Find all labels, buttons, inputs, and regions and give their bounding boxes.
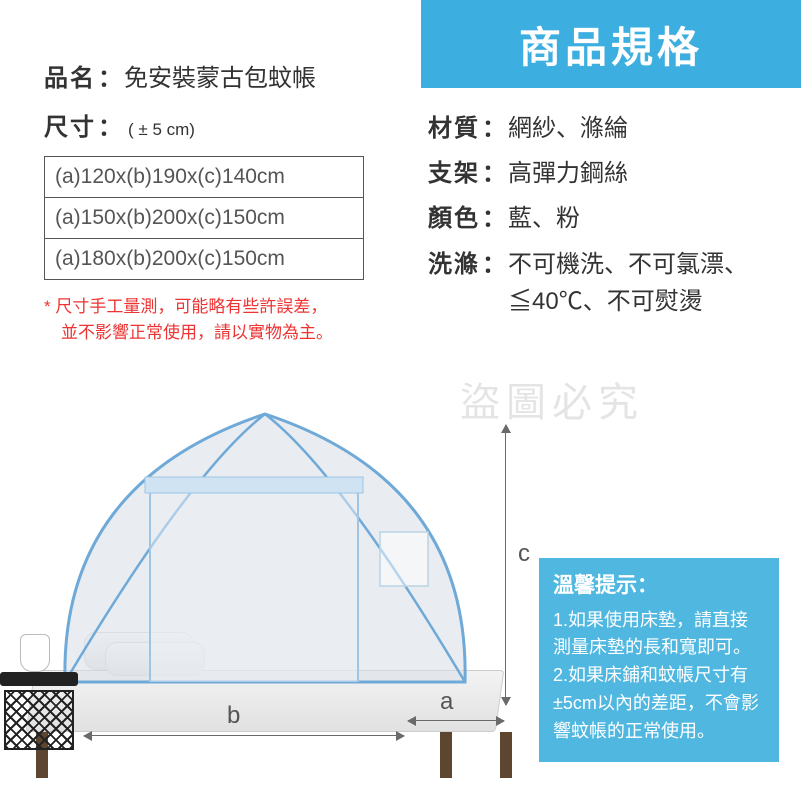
colon: ： [98, 107, 122, 142]
colon: ： [482, 200, 506, 237]
mosquito-net-dome [50, 402, 480, 692]
frame-line: 支架 ： 高彈力鋼絲 [428, 155, 768, 192]
wash-value: 不可機洗、不可氯漂、≦40℃、不可熨燙 [508, 246, 768, 320]
colon: ： [482, 246, 506, 283]
dimension-label-b: b [227, 702, 240, 730]
colon: ： [482, 155, 506, 192]
color-label: 顏色 [428, 200, 480, 237]
size-line: 尺寸 ： ( ± 5 cm) [44, 107, 384, 142]
dimension-line-b [84, 735, 404, 736]
dimension-label-c: c [518, 540, 530, 568]
size-label: 尺寸 [44, 107, 96, 142]
size-tolerance: ( ± 5 cm) [128, 120, 195, 140]
tip-title: 溫馨提示： [553, 570, 765, 603]
header-band: 商品規格 [421, 0, 801, 88]
header-title: 商品規格 [519, 14, 703, 75]
size-note: * 尺寸手工量測，可能略有些許誤差， 並不影響正常使用，請以實物為主。 [44, 294, 384, 345]
material-value: 網紗、滌綸 [508, 110, 768, 147]
table-row: (a)150x(b)200x(c)150cm [45, 198, 364, 239]
wash-label: 洗滌 [428, 246, 480, 283]
frame-label: 支架 [428, 155, 480, 192]
dimension-label-a: a [440, 688, 453, 716]
product-name-line: 品名 ： 免安裝蒙古包蚊帳 [44, 58, 384, 93]
size-table: (a)120x(b)190x(c)140cm (a)150x(b)200x(c)… [44, 156, 364, 280]
bed-leg [440, 732, 452, 778]
frame-value: 高彈力鋼絲 [508, 155, 768, 192]
side-table [0, 672, 78, 760]
vase [20, 634, 50, 672]
tip-box: 溫馨提示： 1.如果使用床墊，請直接測量床墊的長和寬即可。 2.如果床鋪和蚊帳尺… [539, 558, 779, 762]
tip-line-2: 2.如果床鋪和蚊帳尺寸有±5cm以內的差距，不會影響蚊帳的正常使用。 [553, 662, 765, 746]
right-column: 材質 ： 網紗、滌綸 支架 ： 高彈力鋼絲 顏色 ： 藍、粉 洗滌 ： 不可機洗… [428, 110, 768, 328]
material-line: 材質 ： 網紗、滌綸 [428, 110, 768, 147]
material-label: 材質 [428, 110, 480, 147]
table-row: (a)180x(b)200x(c)150cm [45, 239, 364, 280]
left-column: 品名 ： 免安裝蒙古包蚊帳 尺寸 ： ( ± 5 cm) (a)120x(b)1… [44, 58, 384, 345]
color-value: 藍、粉 [508, 200, 768, 237]
wash-line: 洗滌 ： 不可機洗、不可氯漂、≦40℃、不可熨燙 [428, 246, 768, 320]
bed-leg [500, 732, 512, 778]
color-line: 顏色 ： 藍、粉 [428, 200, 768, 237]
name-value: 免安裝蒙古包蚊帳 [124, 58, 316, 93]
colon: ： [482, 110, 506, 147]
colon: ： [98, 58, 122, 93]
dimension-line-c [505, 425, 506, 705]
table-row: (a)120x(b)190x(c)140cm [45, 157, 364, 198]
name-label: 品名 [44, 58, 96, 93]
tip-line-1: 1.如果使用床墊，請直接測量床墊的長和寬即可。 [553, 607, 765, 663]
product-illustration [0, 370, 540, 790]
dimension-line-a [408, 720, 504, 721]
